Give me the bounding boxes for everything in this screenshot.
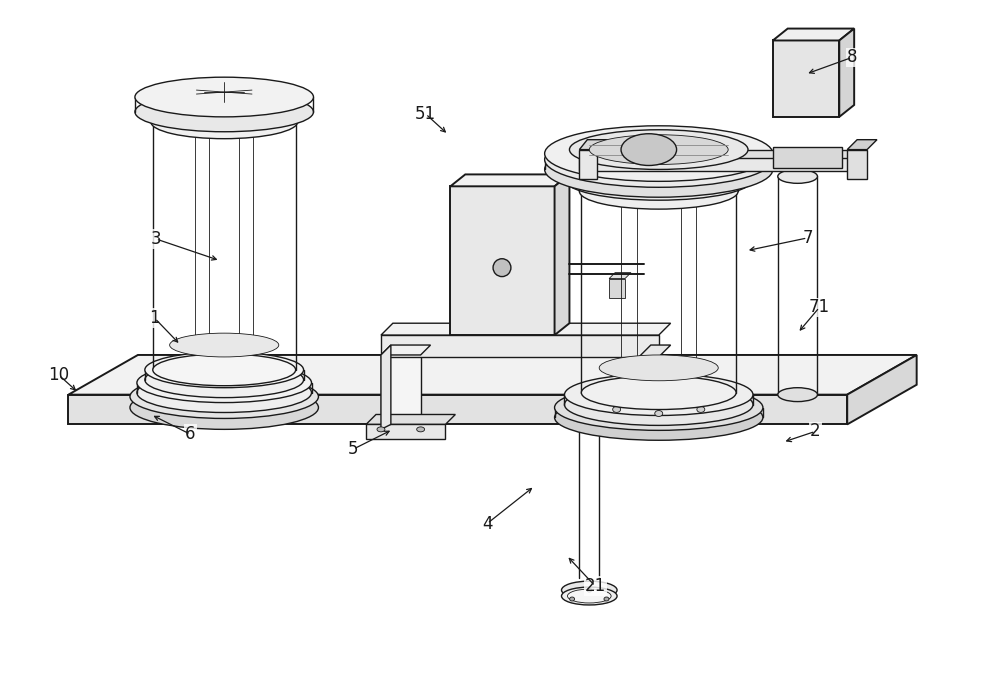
Text: 51: 51 — [415, 105, 436, 123]
Bar — [366, 424, 445, 440]
Ellipse shape — [599, 355, 718, 381]
Ellipse shape — [581, 376, 736, 410]
Polygon shape — [555, 174, 569, 335]
Bar — [639, 357, 659, 431]
Ellipse shape — [545, 132, 773, 188]
Text: 3: 3 — [150, 230, 161, 248]
Polygon shape — [381, 345, 431, 355]
Ellipse shape — [564, 384, 753, 426]
Polygon shape — [609, 272, 631, 279]
Bar — [773, 146, 842, 169]
Ellipse shape — [130, 386, 318, 429]
Text: 5: 5 — [348, 440, 358, 458]
Text: 6: 6 — [185, 426, 196, 443]
Bar — [579, 157, 852, 172]
Ellipse shape — [655, 383, 663, 389]
Ellipse shape — [493, 259, 511, 276]
Ellipse shape — [130, 374, 318, 419]
Bar — [450, 186, 555, 335]
Ellipse shape — [145, 362, 304, 398]
Ellipse shape — [377, 427, 385, 432]
Text: 7: 7 — [802, 229, 813, 247]
Ellipse shape — [613, 387, 621, 393]
Ellipse shape — [562, 581, 617, 599]
Ellipse shape — [153, 354, 296, 386]
Polygon shape — [381, 323, 671, 335]
Ellipse shape — [555, 395, 763, 440]
Polygon shape — [639, 345, 671, 357]
Polygon shape — [847, 355, 917, 424]
Bar — [773, 41, 839, 117]
Polygon shape — [773, 29, 854, 41]
Polygon shape — [68, 395, 847, 424]
Ellipse shape — [613, 407, 621, 412]
Ellipse shape — [135, 77, 313, 117]
Ellipse shape — [417, 427, 425, 432]
Ellipse shape — [564, 146, 753, 188]
Ellipse shape — [137, 363, 312, 402]
Bar — [381, 355, 421, 429]
Polygon shape — [381, 345, 391, 429]
Ellipse shape — [621, 134, 677, 165]
Polygon shape — [68, 355, 917, 395]
Ellipse shape — [545, 141, 773, 197]
Ellipse shape — [151, 105, 298, 139]
Text: 10: 10 — [48, 366, 69, 384]
Ellipse shape — [778, 169, 817, 183]
Ellipse shape — [555, 385, 763, 430]
Polygon shape — [450, 174, 569, 186]
Ellipse shape — [562, 587, 617, 605]
Ellipse shape — [579, 174, 738, 209]
Ellipse shape — [170, 333, 279, 357]
Ellipse shape — [581, 174, 736, 208]
Ellipse shape — [697, 407, 705, 412]
Bar — [579, 150, 597, 179]
Ellipse shape — [655, 410, 663, 416]
Ellipse shape — [714, 397, 722, 402]
Bar — [847, 150, 867, 179]
Polygon shape — [579, 140, 607, 150]
Ellipse shape — [564, 158, 753, 200]
Text: 71: 71 — [809, 298, 830, 316]
Ellipse shape — [579, 162, 738, 197]
Text: 4: 4 — [482, 514, 492, 533]
Ellipse shape — [604, 597, 609, 601]
Text: 1: 1 — [149, 309, 160, 328]
Ellipse shape — [778, 388, 817, 402]
Ellipse shape — [153, 106, 296, 138]
Text: 21: 21 — [585, 577, 606, 595]
Ellipse shape — [145, 352, 304, 388]
Ellipse shape — [595, 397, 603, 402]
Text: 2: 2 — [810, 422, 821, 440]
Text: 8: 8 — [847, 48, 857, 66]
Ellipse shape — [569, 130, 748, 169]
Bar — [579, 150, 852, 158]
Ellipse shape — [589, 134, 728, 164]
Ellipse shape — [564, 374, 753, 416]
Ellipse shape — [570, 597, 575, 601]
Bar — [381, 335, 659, 357]
Ellipse shape — [135, 92, 313, 132]
Polygon shape — [366, 414, 455, 424]
Polygon shape — [839, 29, 854, 117]
Ellipse shape — [587, 588, 592, 592]
Ellipse shape — [697, 387, 705, 393]
Ellipse shape — [567, 589, 611, 603]
Ellipse shape — [137, 373, 312, 412]
Polygon shape — [847, 140, 877, 150]
Ellipse shape — [545, 126, 773, 181]
Ellipse shape — [151, 95, 298, 129]
Bar — [609, 279, 625, 298]
